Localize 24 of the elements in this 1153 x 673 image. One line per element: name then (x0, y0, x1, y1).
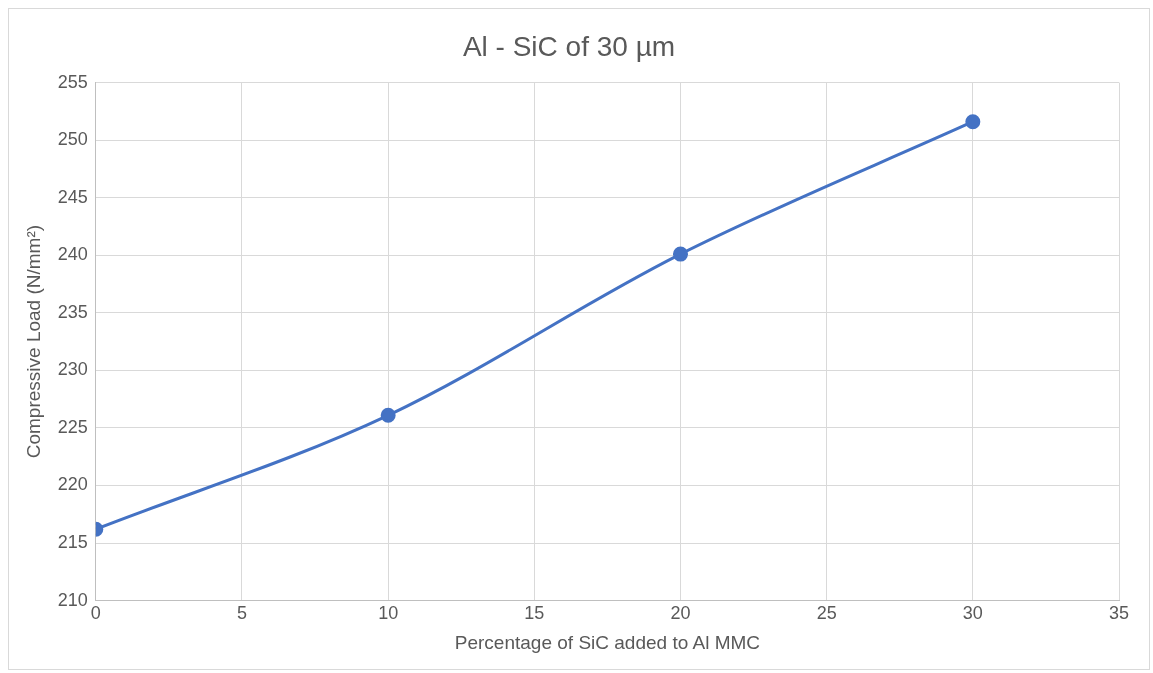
x-tick-label: 35 (1108, 603, 1130, 624)
y-tick-label: 255 (57, 71, 88, 92)
y-tick-label: 230 (57, 359, 88, 380)
y-tick-label: 215 (57, 532, 88, 553)
x-tick-label: 5 (236, 603, 248, 624)
y-tick-label: 245 (57, 186, 88, 207)
x-tick-label: 30 (962, 603, 983, 624)
y-axis-title: Compressive Load (N/mm²) (22, 224, 44, 459)
y-tick-label: 235 (57, 301, 88, 322)
x-tick-label: 15 (524, 603, 545, 624)
point (673, 246, 688, 262)
x-tick-label: 10 (378, 603, 399, 624)
y-tick-label: 220 (57, 474, 88, 495)
y-tick-label: 225 (57, 416, 88, 437)
y-tick-label: 240 (57, 244, 88, 265)
x-tick-label: 20 (670, 603, 691, 624)
point (380, 407, 396, 423)
x-tick-label: 25 (816, 603, 837, 624)
x-tick-label: 0 (90, 603, 101, 624)
y-tick-label: 250 (57, 129, 88, 150)
chart-title: Al - SiC of 30 µm (462, 30, 676, 62)
x-axis-title: Percentage of SiC added to Al MMC (454, 631, 761, 653)
point (965, 114, 981, 130)
y-tick-label: 210 (57, 589, 88, 610)
